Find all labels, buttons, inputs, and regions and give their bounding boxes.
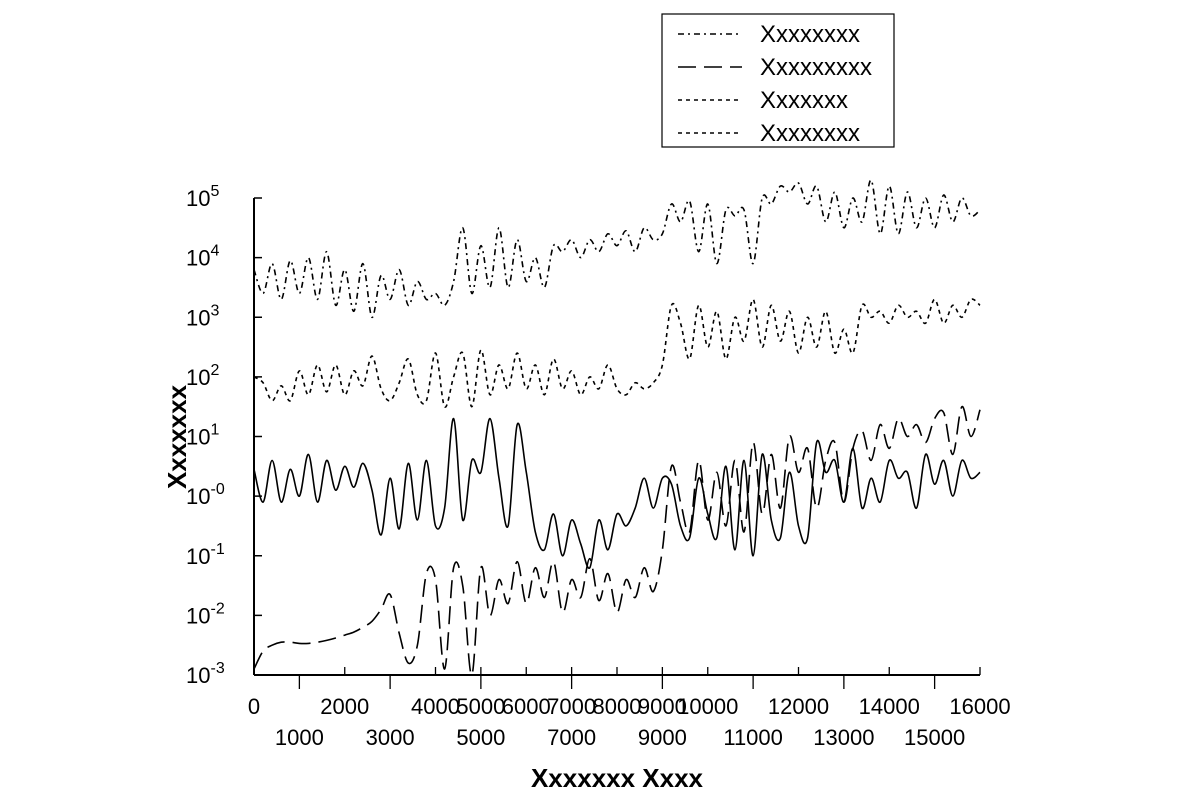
x-tick-label: 16000 — [949, 694, 1010, 719]
legend: Xxxxxxxx Xxxxxxxxx Xxxxxxx Xxxxxxxx — [661, 13, 895, 148]
legend-label: Xxxxxxx — [760, 87, 848, 114]
x-tick-label: 8000 — [593, 694, 642, 719]
series-line-4 — [253, 417, 981, 569]
x-tick-label: 5000 — [456, 694, 505, 719]
x-tick-label: 14000 — [859, 694, 920, 719]
x-tick-label: 7000 — [547, 725, 596, 750]
axes — [253, 198, 980, 676]
y-tick-label: 10-0 — [186, 481, 225, 509]
y-ticks: 10-3 10-2 10-1 10-0 101 102 103 104 105 — [186, 183, 262, 688]
x-tick-label: 0 — [248, 694, 260, 719]
y-tick-label: 104 — [186, 243, 219, 271]
x-tick-label: 5000 — [456, 725, 505, 750]
legend-label: Xxxxxxxxx — [760, 54, 872, 81]
y-tick-label: 103 — [186, 302, 219, 330]
x-tick-label: 9000 — [638, 694, 687, 719]
x-tick-label: 15000 — [904, 725, 965, 750]
y-tick-label: 101 — [186, 422, 219, 450]
x-axis-title: Xxxxxxx Xxxx — [531, 763, 704, 793]
legend-box — [661, 13, 895, 148]
y-tick-label: 10-3 — [186, 660, 225, 688]
y-tick-label: 10-1 — [186, 541, 225, 569]
series-line-3 — [253, 298, 981, 408]
x-tick-label: 7000 — [547, 694, 596, 719]
x-tick-label: 1000 — [275, 725, 324, 750]
x-tick-label: 4000 — [411, 694, 460, 719]
x-tick-label: 3000 — [366, 725, 415, 750]
x-tick-label: 9000 — [638, 725, 687, 750]
x-tick-label: 10000 — [677, 694, 738, 719]
y-tick-label: 102 — [186, 362, 219, 390]
series-group — [253, 179, 981, 676]
y-axis-title: Xxxxxxx — [162, 384, 192, 489]
legend-label: Xxxxxxxx — [760, 21, 860, 48]
legend-label: Xxxxxxxx — [760, 120, 860, 147]
x-tick-label: 2000 — [320, 694, 369, 719]
y-tick-label: 105 — [186, 183, 219, 211]
series-line-1 — [253, 179, 981, 319]
x-tick-label: 11000 — [723, 725, 783, 750]
series-line-2 — [253, 405, 981, 676]
x-tick-label: 13000 — [813, 725, 874, 750]
y-tick-label: 10-2 — [186, 600, 225, 628]
x-tick-label: 12000 — [768, 694, 829, 719]
x-tick-label: 6000 — [502, 694, 551, 719]
